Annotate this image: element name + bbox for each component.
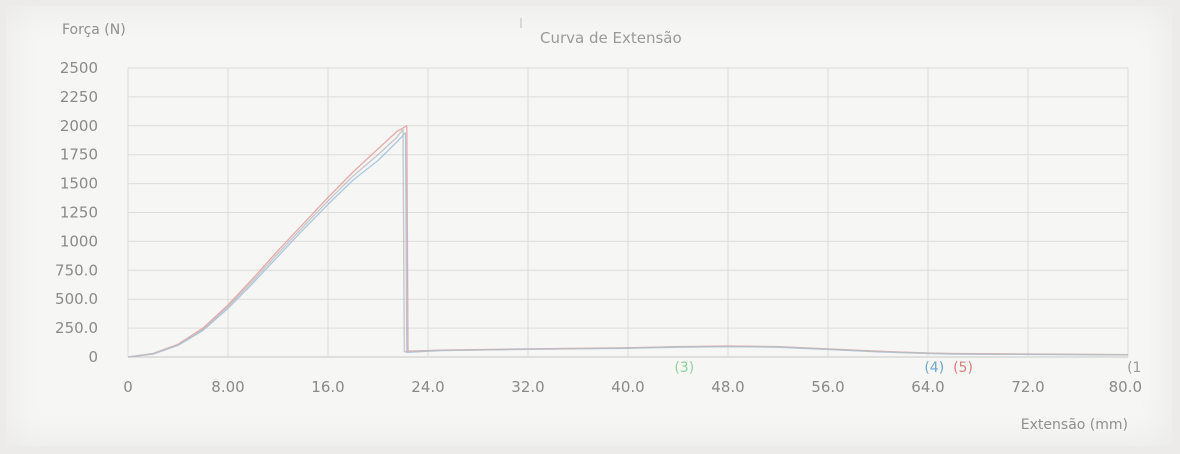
x-tick-label: 24.0: [411, 378, 444, 396]
x-tick-label: 0: [123, 378, 133, 396]
specimen-marker: (5): [953, 360, 973, 376]
x-tick-label: 64.0: [911, 378, 944, 396]
y-tick-labels: 0 250.0 500.0 750.0 1000 1250 1500 1750 2000 2250…: [55, 59, 98, 366]
x-tick-label: 40.0: [611, 378, 644, 396]
gridlines: [127, 67, 1129, 358]
x-tick-label: 80.0: [1109, 378, 1142, 396]
y-tick-label: 1000: [60, 232, 98, 250]
y-tick-label: 2000: [60, 117, 98, 135]
x-tick-label: 32.0: [511, 378, 544, 396]
y-tick-label: 1250: [60, 204, 98, 222]
y-tick-label: 1500: [60, 175, 98, 193]
x-tick-label: 16.0: [311, 378, 344, 396]
y-tick-label: 0: [88, 348, 98, 366]
y-tick-label: 500.0: [55, 290, 98, 308]
series-line: [127, 128, 1129, 358]
series-lines: [127, 125, 1129, 358]
x-tick-label: 56.0: [811, 378, 844, 396]
x-tick-label: 72.0: [1011, 378, 1044, 396]
x-tick-label: 8.00: [211, 378, 244, 396]
y-tick-label: 250.0: [55, 319, 98, 337]
y-tick-label: 750.0: [55, 261, 98, 279]
specimen-marker: (1: [1127, 360, 1141, 376]
y-tick-label: 2500: [60, 59, 98, 77]
specimen-marker: (3): [674, 360, 694, 376]
y-tick-label: 1750: [60, 146, 98, 164]
x-axis-label: Extensão (mm): [1021, 417, 1128, 433]
y-tick-label: 2250: [60, 88, 98, 106]
paper-background: [6, 6, 1172, 446]
specimen-marker: (4): [924, 360, 944, 376]
x-tick-label: 48.0: [711, 378, 744, 396]
chart-title: Curva de Extensão: [540, 29, 682, 47]
x-tick-labels: 0 8.00 16.0 24.0 32.0 40.0 48.0 56.0 64.0 72.0 80.…: [123, 378, 1142, 396]
y-axis-label: Força (N): [62, 22, 126, 38]
annotations: (3) (4) (5) (1: [674, 360, 1141, 376]
